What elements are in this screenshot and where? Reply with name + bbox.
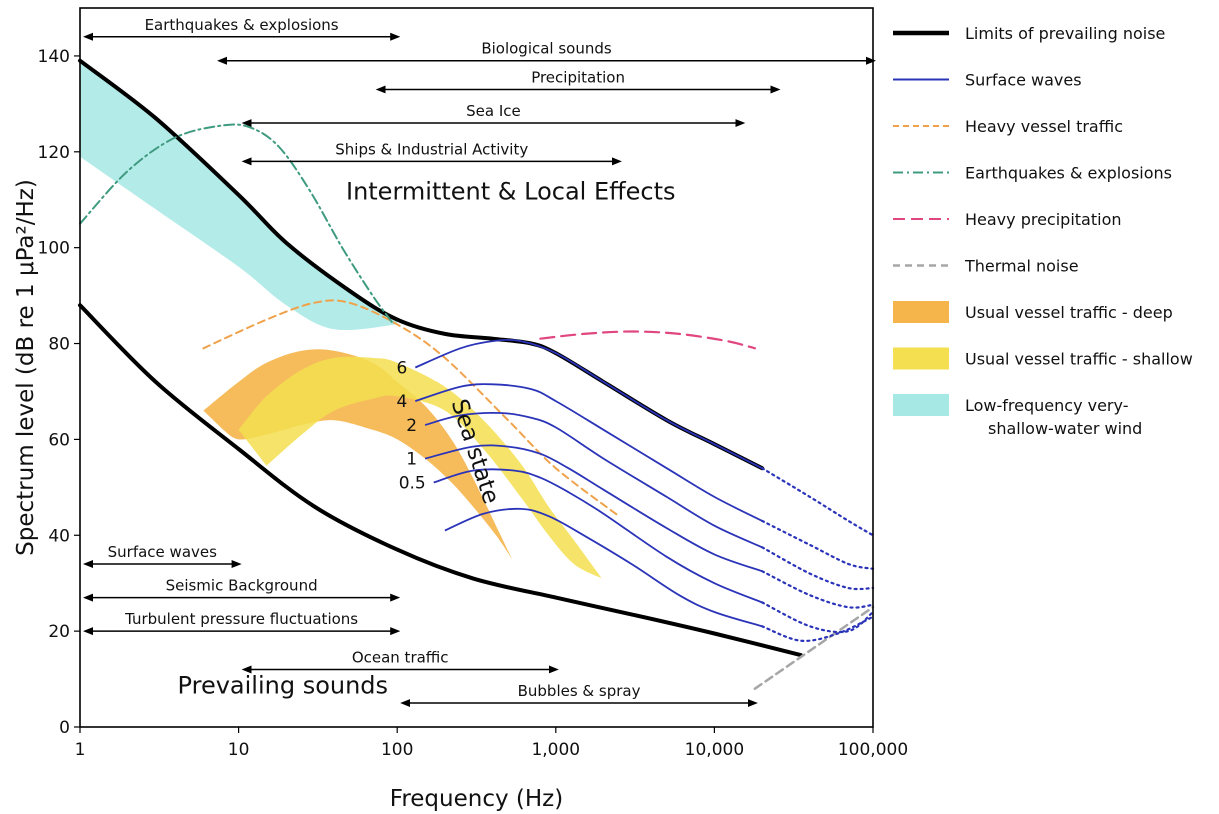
legend-label-2: Heavy vessel traffic bbox=[965, 117, 1123, 136]
sea-state-label-1: 4 bbox=[396, 392, 407, 412]
series-limits_lower bbox=[78, 303, 803, 658]
y-tick-label-1: 20 bbox=[48, 622, 70, 642]
legend-label-6: Usual vessel traffic - deep bbox=[965, 303, 1173, 322]
annotation-intermittent: Intermittent & Local Effects bbox=[346, 178, 676, 206]
sea-state-extension-3 bbox=[761, 570, 875, 609]
y-tick-label-6: 120 bbox=[38, 143, 70, 163]
legend-label-7: Usual vessel traffic - shallow bbox=[965, 350, 1193, 369]
sea-state-label-3: 1 bbox=[406, 450, 417, 470]
range-arrows-layer: Earthquakes & explosions Biological sound… bbox=[83, 16, 876, 708]
x-tick-label-4: 10,000 bbox=[685, 740, 744, 760]
sea-state-label-0: 6 bbox=[396, 359, 407, 379]
x-tick-label-0: 1 bbox=[75, 740, 86, 760]
range-arrow-label-6: Seismic Background bbox=[166, 577, 318, 595]
bands-layer bbox=[80, 60, 602, 579]
sea-state-extension-5 bbox=[761, 615, 875, 642]
y-tick-label-4: 80 bbox=[48, 335, 70, 355]
sea-state-extension-1 bbox=[761, 519, 875, 570]
series-thermal bbox=[753, 605, 875, 690]
range-arrow-label-9: Bubbles & spray bbox=[518, 682, 641, 700]
legend-item-4: Heavy precipitation bbox=[893, 210, 1122, 229]
ticks-layer: 1 10 100 1,000 10,000 100,000 0 20 40 60 80 100 120 1… bbox=[38, 47, 909, 760]
legend-item-0: Limits of prevailing noise bbox=[893, 24, 1165, 43]
plot-frame bbox=[79, 7, 874, 728]
range-arrow-label-5: Surface waves bbox=[108, 543, 217, 561]
legend-swatch-8 bbox=[893, 394, 949, 416]
legend-item-8: Low-frequency very-shallow-water wind bbox=[893, 394, 1142, 438]
sea-state-curve-1 bbox=[415, 383, 763, 522]
legend-label-8-b: shallow-water wind bbox=[988, 419, 1142, 438]
x-tick-label-5: 100,000 bbox=[838, 740, 908, 760]
annotation-prevailing: Prevailing sounds bbox=[178, 671, 389, 699]
y-axis-title: Spectrum level (dB re 1 μPa²/Hz) bbox=[13, 179, 39, 556]
range-arrow-label-7: Turbulent pressure fluctuations bbox=[124, 610, 358, 628]
legend-label-5: Thermal noise bbox=[964, 257, 1079, 276]
sea-state-curve-2 bbox=[424, 412, 763, 549]
y-tick-label-3: 60 bbox=[48, 430, 70, 450]
x-tick-label-1: 10 bbox=[228, 740, 250, 760]
sea-state-extension-2 bbox=[761, 546, 875, 591]
legend-swatch-7 bbox=[893, 347, 949, 370]
legend-item-6: Usual vessel traffic - deep bbox=[893, 301, 1173, 323]
range-arrow-label-2: Precipitation bbox=[531, 68, 625, 86]
legend-label-3: Earthquakes & explosions bbox=[965, 164, 1172, 183]
y-tick-label-7: 140 bbox=[38, 47, 70, 67]
series-quake bbox=[79, 123, 395, 326]
y-tick-label-0: 0 bbox=[59, 718, 70, 738]
legend-label-1: Surface waves bbox=[965, 71, 1082, 90]
x-tick-label-3: 1,000 bbox=[531, 740, 580, 760]
legend-label-0: Limits of prevailing noise bbox=[965, 24, 1165, 43]
x-axis-title: Frequency (Hz) bbox=[390, 786, 563, 812]
legend-item-5: Thermal noise bbox=[893, 257, 1079, 276]
sea-state-curve-0 bbox=[414, 339, 763, 470]
y-tick-label-2: 40 bbox=[48, 526, 70, 546]
band-shallow bbox=[238, 356, 602, 579]
legend-item-2: Heavy vessel traffic bbox=[893, 117, 1123, 136]
legend-item-7: Usual vessel traffic - shallow bbox=[893, 347, 1193, 370]
legend-item-1: Surface waves bbox=[893, 71, 1082, 90]
legend-label-8: Low-frequency very- bbox=[965, 396, 1128, 415]
legend-label-4: Heavy precipitation bbox=[965, 210, 1122, 229]
lines-layer: 6 4 2 1 0.5 bbox=[78, 58, 875, 690]
legend-item-3: Earthquakes & explosions bbox=[893, 164, 1172, 183]
range-arrow-label-3: Sea Ice bbox=[466, 102, 521, 120]
sea-state-curve-5 bbox=[444, 507, 763, 628]
series-precip bbox=[539, 330, 756, 350]
series-heavy_vessel bbox=[202, 299, 620, 518]
y-tick-label-5: 100 bbox=[38, 239, 70, 259]
legend: Limits of prevailing noise Surface waves H… bbox=[893, 24, 1193, 438]
range-arrow-label-4: Ships & Industrial Activity bbox=[335, 140, 528, 158]
sea-state-extension-0 bbox=[761, 467, 875, 537]
x-tick-label-2: 100 bbox=[381, 740, 413, 760]
legend-swatch-6 bbox=[893, 301, 949, 323]
sea-state-curve-4 bbox=[433, 468, 763, 604]
range-arrow-label-8: Ocean traffic bbox=[352, 648, 449, 666]
sea-state-curve-3 bbox=[424, 444, 763, 573]
sea-state-label-4: 0.5 bbox=[399, 474, 426, 494]
sea-state-label-2: 2 bbox=[406, 416, 417, 436]
range-arrow-label-1: Biological sounds bbox=[481, 40, 612, 58]
range-arrow-label-0: Earthquakes & explosions bbox=[145, 16, 339, 34]
